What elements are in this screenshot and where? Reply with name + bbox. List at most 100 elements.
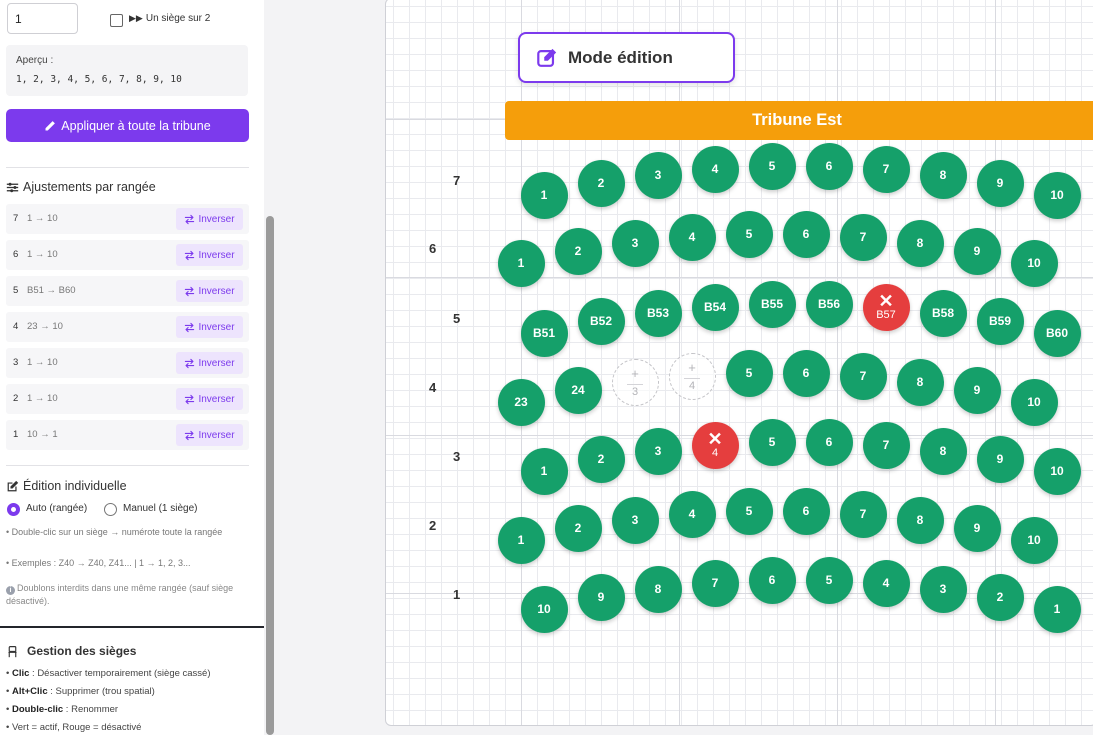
seat[interactable]: B59: [976, 297, 1024, 345]
apply-button-label: Appliquer à toute la tribune: [61, 118, 211, 133]
seat[interactable]: 6: [748, 556, 796, 604]
seat[interactable]: B56: [805, 280, 853, 328]
seat-removed[interactable]: +4: [668, 352, 716, 400]
seat[interactable]: 6: [805, 142, 853, 190]
chair-icon: [8, 645, 17, 657]
seat[interactable]: 10: [1010, 516, 1058, 564]
seat-label: 7: [882, 438, 890, 452]
invert-row-button[interactable]: Inverser: [176, 208, 243, 230]
seat[interactable]: B54: [691, 283, 739, 331]
seat[interactable]: 1: [520, 447, 568, 495]
help-key: Clic: [11, 668, 30, 679]
seat[interactable]: 4: [668, 213, 716, 261]
seat-label: B56: [817, 297, 840, 311]
seat[interactable]: 3: [611, 219, 659, 267]
seat-label: 1: [517, 533, 525, 547]
seat[interactable]: B55: [748, 280, 796, 328]
seat[interactable]: B51: [520, 309, 568, 357]
seat[interactable]: 9: [953, 504, 1001, 552]
seat[interactable]: 4: [862, 559, 910, 607]
seat[interactable]: 6: [782, 487, 830, 535]
seat-disabled[interactable]: ✕ 4: [691, 421, 739, 469]
seat[interactable]: 2: [554, 504, 602, 552]
seat[interactable]: 4: [691, 145, 739, 193]
individual-edit-title: Édition individuelle: [6, 479, 127, 493]
seat[interactable]: 2: [577, 435, 625, 483]
invert-row-button[interactable]: Inverser: [176, 316, 243, 338]
seat-canvas[interactable]: Mode édition Tribune Est 1 2 3 4 5 6 7 8 9 10 1 2 3 4…: [385, 0, 1093, 726]
seat[interactable]: 24: [554, 366, 602, 414]
seat[interactable]: 7: [691, 559, 739, 607]
seat[interactable]: 5: [725, 487, 773, 535]
divider: [6, 465, 249, 466]
seat[interactable]: B60: [1033, 309, 1081, 357]
invert-row-button[interactable]: Inverser: [176, 244, 243, 266]
seat[interactable]: 8: [919, 151, 967, 199]
preview-title: Aperçu :: [16, 55, 54, 66]
seat[interactable]: 10: [1010, 378, 1058, 426]
seat[interactable]: 9: [976, 159, 1024, 207]
seat[interactable]: 10: [520, 585, 568, 633]
seat[interactable]: B53: [634, 289, 682, 337]
seat[interactable]: 3: [634, 427, 682, 475]
seat[interactable]: 2: [554, 227, 602, 275]
sidebar-scrollbar[interactable]: [266, 216, 274, 735]
seat-removed[interactable]: +3: [611, 358, 659, 406]
seat[interactable]: 5: [805, 556, 853, 604]
seat[interactable]: 3: [634, 151, 682, 199]
seat[interactable]: 1: [1033, 585, 1081, 633]
seat[interactable]: 5: [725, 210, 773, 258]
seat[interactable]: 8: [634, 565, 682, 613]
seat[interactable]: 7: [839, 490, 887, 538]
seat[interactable]: 1: [520, 171, 568, 219]
seat[interactable]: 8: [896, 219, 944, 267]
grid-line: [386, 435, 1093, 436]
seat[interactable]: 5: [748, 418, 796, 466]
seat[interactable]: 2: [577, 159, 625, 207]
invert-row-button[interactable]: Inverser: [176, 424, 243, 446]
seat[interactable]: 7: [839, 352, 887, 400]
tribune-header[interactable]: Tribune Est: [505, 101, 1093, 140]
seat[interactable]: 8: [896, 358, 944, 406]
apply-to-tribune-button[interactable]: Appliquer à toute la tribune: [6, 109, 249, 142]
seat[interactable]: 4: [668, 490, 716, 538]
seat[interactable]: 9: [953, 366, 1001, 414]
radio-manual[interactable]: [104, 503, 117, 516]
seat-label: 5: [768, 159, 776, 173]
seat[interactable]: 8: [919, 427, 967, 475]
seat[interactable]: 9: [577, 573, 625, 621]
seat[interactable]: 6: [782, 349, 830, 397]
seat[interactable]: 3: [611, 496, 659, 544]
radio-auto[interactable]: [7, 503, 20, 516]
seat[interactable]: 5: [748, 142, 796, 190]
seat[interactable]: 1: [497, 239, 545, 287]
invert-row-button[interactable]: Inverser: [176, 388, 243, 410]
invert-row-button[interactable]: Inverser: [176, 280, 243, 302]
edit-square-icon: [537, 48, 557, 67]
seat[interactable]: 5: [725, 349, 773, 397]
start-number-input[interactable]: 1: [7, 3, 78, 34]
row-range: 1 → 10: [27, 213, 58, 224]
edit-icon: [7, 480, 19, 491]
seat[interactable]: 2: [976, 573, 1024, 621]
seat[interactable]: 6: [782, 210, 830, 258]
seat[interactable]: B52: [577, 297, 625, 345]
seat[interactable]: 10: [1033, 171, 1081, 219]
seat[interactable]: 6: [805, 418, 853, 466]
seat[interactable]: 9: [976, 435, 1024, 483]
invert-row-button[interactable]: Inverser: [176, 352, 243, 374]
alternate-seat-checkbox[interactable]: [110, 14, 123, 27]
seat[interactable]: 7: [862, 421, 910, 469]
seat[interactable]: 10: [1010, 239, 1058, 287]
seat[interactable]: 7: [862, 145, 910, 193]
seat[interactable]: 9: [953, 227, 1001, 275]
seat[interactable]: 23: [497, 378, 545, 426]
seat[interactable]: 10: [1033, 447, 1081, 495]
checkbox-label-text: Un siège sur 2: [145, 13, 211, 24]
seat-disabled[interactable]: ✕ B57: [862, 283, 910, 331]
seat[interactable]: 8: [896, 496, 944, 544]
seat[interactable]: 1: [497, 516, 545, 564]
seat[interactable]: 3: [919, 565, 967, 613]
seat[interactable]: 7: [839, 213, 887, 261]
seat[interactable]: B58: [919, 289, 967, 337]
